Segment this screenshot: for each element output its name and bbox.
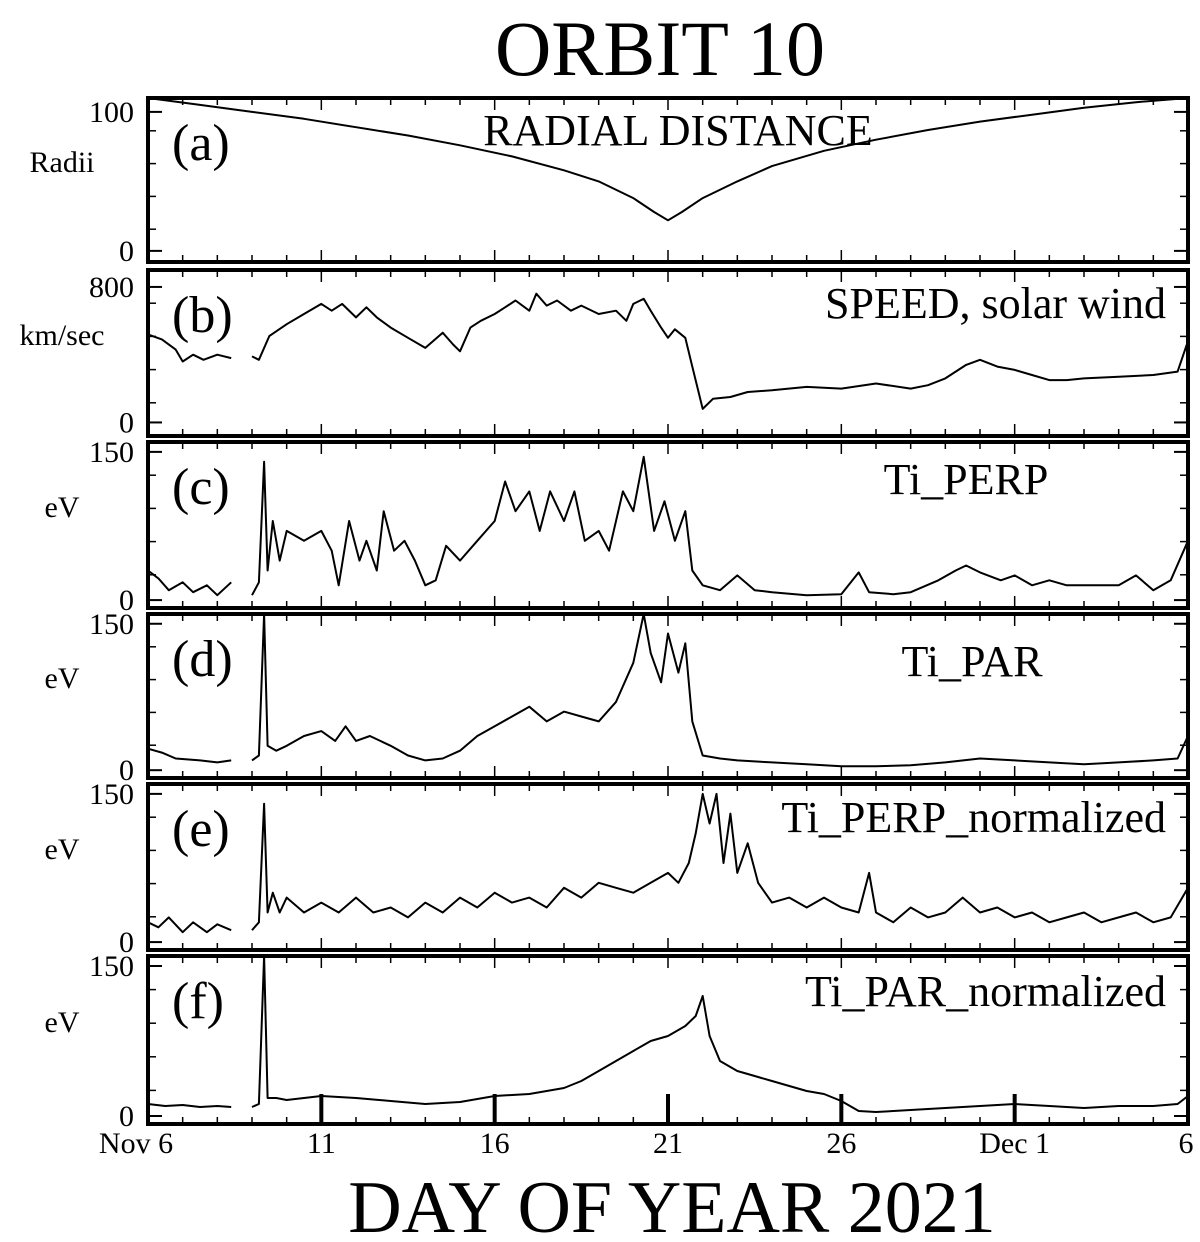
series-line-f — [147, 955, 1189, 1113]
series-line-b — [147, 292, 1189, 410]
x-tick-label: 26 — [826, 1127, 856, 1160]
panel-f: 0 150 eV (f) Ti_PAR_normalized — [45, 950, 1190, 1133]
x-axis-title: DAY OF YEAR 2021 — [348, 1167, 996, 1242]
panel-label-a: (a) — [172, 115, 230, 172]
y-tick-label-d: 150 — [89, 608, 134, 641]
y-tick-label-e: 150 — [89, 778, 134, 811]
panel-a: 0 100 Radii (a) RADIAL DISTANCE — [30, 96, 1190, 268]
panel-name-c: Ti_PERP — [884, 455, 1049, 504]
y-tick-label-d: 0 — [119, 754, 134, 787]
series-line-e — [147, 792, 1189, 934]
panel-label-c: (c) — [172, 459, 230, 516]
y-axis-label-c: eV — [45, 491, 80, 524]
panel-label-f: (f) — [172, 973, 224, 1030]
y-axis-label-b: km/sec — [20, 319, 105, 352]
x-tick-label: 21 — [653, 1127, 683, 1160]
y-tick-label-b: 800 — [89, 271, 134, 304]
y-tick-label-f: 150 — [89, 950, 134, 983]
x-tick-label: Nov 6 — [99, 1127, 173, 1160]
x-tick-label: 6 — [1179, 1127, 1194, 1160]
series-line-d — [147, 613, 1189, 768]
series-line-a — [147, 97, 1189, 222]
y-tick-label-f: 0 — [119, 1100, 134, 1133]
y-axis-label-a: Radii — [30, 146, 95, 179]
x-tick-label: Dec 1 — [979, 1127, 1050, 1160]
y-tick-label-c: 150 — [89, 436, 134, 469]
panel-label-b: (b) — [172, 287, 233, 344]
y-axis-label-f: eV — [45, 1006, 80, 1039]
panel-name-a: RADIAL DISTANCE — [483, 106, 873, 155]
panel-name-e: Ti_PERP_normalized — [781, 793, 1166, 842]
x-tick-label: 16 — [480, 1127, 510, 1160]
x-tick-label: 11 — [307, 1127, 336, 1160]
panel-label-d: (d) — [172, 631, 233, 688]
panel-d: 0 150 eV (d) Ti_PAR — [45, 608, 1190, 787]
y-tick-label-c: 0 — [119, 584, 134, 617]
y-tick-label-a: 100 — [89, 96, 134, 129]
y-axis-label-e: eV — [45, 833, 80, 866]
panel-c: 0 150 eV (c) Ti_PERP — [45, 436, 1190, 617]
y-tick-label-b: 0 — [119, 406, 134, 439]
y-tick-label-a: 0 — [119, 235, 134, 268]
panel-name-f: Ti_PAR_normalized — [805, 967, 1166, 1016]
panel-label-e: (e) — [172, 801, 230, 858]
panel-e: 0 150 eV (e) Ti_PERP_normalized — [45, 778, 1190, 959]
series-line-c — [147, 455, 1189, 597]
y-tick-label-e: 0 — [119, 926, 134, 959]
panel-name-d: Ti_PAR — [901, 637, 1043, 686]
panel-name-b: SPEED, solar wind — [825, 279, 1166, 328]
chart-title: ORBIT 10 — [495, 5, 825, 92]
panel-b: 0 800 km/sec (b) SPEED, solar wind — [20, 268, 1190, 439]
y-axis-label-d: eV — [45, 662, 80, 695]
x-axis: Nov 6 11 16 21 26 Dec 1 6 — [99, 1094, 1194, 1160]
